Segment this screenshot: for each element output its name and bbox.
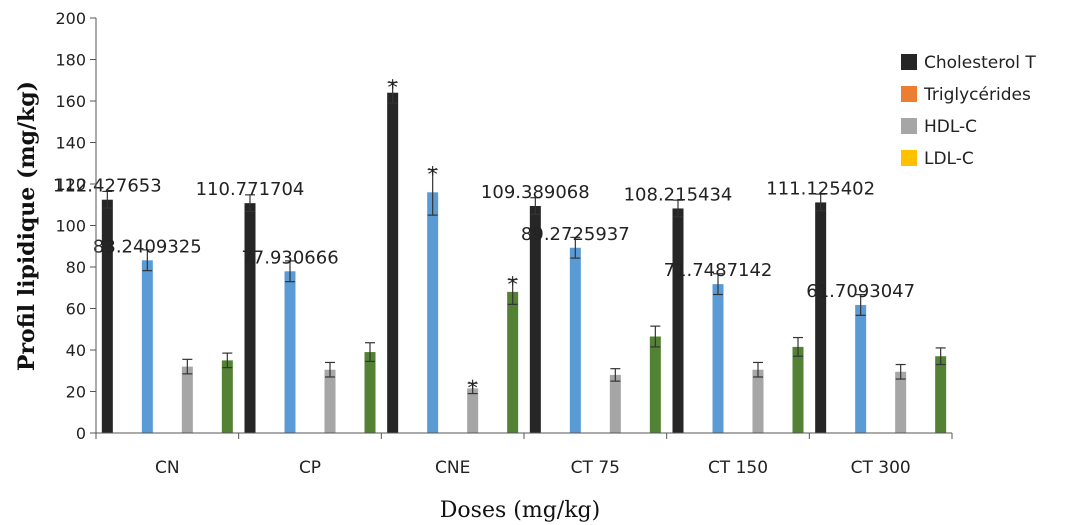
legend-label: LDL-C	[924, 149, 974, 169]
bar	[507, 291, 519, 433]
bar	[792, 346, 804, 433]
bar	[609, 374, 621, 433]
bar	[387, 92, 399, 433]
legend-label: Cholesterol T	[924, 53, 1036, 73]
x-tick-label: CNE	[435, 458, 470, 478]
significance-group: * * * *	[388, 75, 518, 400]
bar	[467, 388, 479, 433]
x-tick-label: CN	[155, 458, 180, 478]
bars-group	[101, 92, 947, 433]
bar	[649, 336, 661, 433]
data-label: 110.771704	[196, 179, 305, 200]
significance-marker: *	[508, 272, 518, 296]
y-tick-label: 60	[66, 300, 86, 319]
data-label: 77.930666	[241, 247, 338, 268]
y-tick-label: 0	[76, 424, 86, 443]
legend-swatch	[901, 86, 917, 102]
x-axis-title: Doses (mg/kg)	[440, 498, 600, 523]
y-axis-title: Profil lipidique (mg/kg)	[14, 81, 40, 371]
bar	[815, 202, 827, 433]
significance-marker: *	[468, 376, 478, 400]
bar	[427, 192, 439, 433]
bar	[895, 371, 907, 433]
x-tick-label: CP	[299, 458, 321, 478]
bar	[569, 247, 581, 433]
legend-swatch	[901, 150, 917, 166]
bar	[364, 352, 376, 433]
bar	[221, 360, 233, 433]
x-tick-label: CT 75	[571, 458, 620, 478]
bar	[855, 304, 867, 433]
significance-marker: *	[388, 75, 398, 99]
axes-group	[90, 17, 953, 439]
x-tick-labels: CN CP CNE CT 75 CT 150 CT 300	[155, 458, 911, 478]
legend-label: Triglycérides	[923, 85, 1031, 105]
legend: Cholesterol T Triglycérides HDL-C LDL-C	[901, 53, 1036, 169]
y-tick-label: 100	[55, 217, 86, 236]
bar	[101, 199, 113, 433]
x-tick-label: CT 150	[708, 458, 768, 478]
significance-marker: *	[428, 162, 438, 186]
data-labels-group: 112.427653 83.2409325 110.771704 77.930666 1…	[53, 176, 915, 302]
data-label: 112.427653	[53, 176, 162, 197]
bar	[324, 369, 336, 433]
bar	[284, 271, 296, 433]
y-tick-label: 160	[55, 92, 86, 111]
y-tick-label: 120	[55, 175, 86, 194]
y-tick-label: 200	[55, 9, 86, 28]
legend-swatch	[901, 118, 917, 134]
y-tick-label: 140	[55, 134, 86, 153]
error-bars-group	[102, 81, 946, 395]
data-label: 111.125402	[766, 178, 875, 199]
bar	[244, 203, 256, 433]
legend-label: HDL-C	[924, 117, 977, 137]
bar	[712, 284, 724, 433]
y-tick-label: 80	[66, 258, 86, 277]
legend-swatch	[901, 54, 917, 70]
y-tick-labels: 0 20 40 60 80 100 120 140 160 180 200	[55, 9, 86, 443]
bar	[752, 369, 764, 433]
bar	[181, 366, 193, 433]
data-label: 83.2409325	[93, 236, 202, 257]
data-label: 109.389068	[481, 182, 590, 203]
data-label: 61.7093047	[806, 281, 915, 302]
bar	[672, 208, 684, 433]
y-tick-label: 20	[66, 383, 86, 402]
bar	[141, 260, 153, 433]
y-tick-label: 180	[55, 51, 86, 70]
y-tick-label: 40	[66, 341, 86, 360]
data-label: 71.7487142	[664, 260, 773, 281]
data-label: 89.2725937	[521, 224, 630, 245]
data-label: 108.215434	[624, 184, 733, 205]
bar	[935, 356, 947, 433]
x-tick-label: CT 300	[851, 458, 911, 478]
bar	[529, 206, 541, 433]
